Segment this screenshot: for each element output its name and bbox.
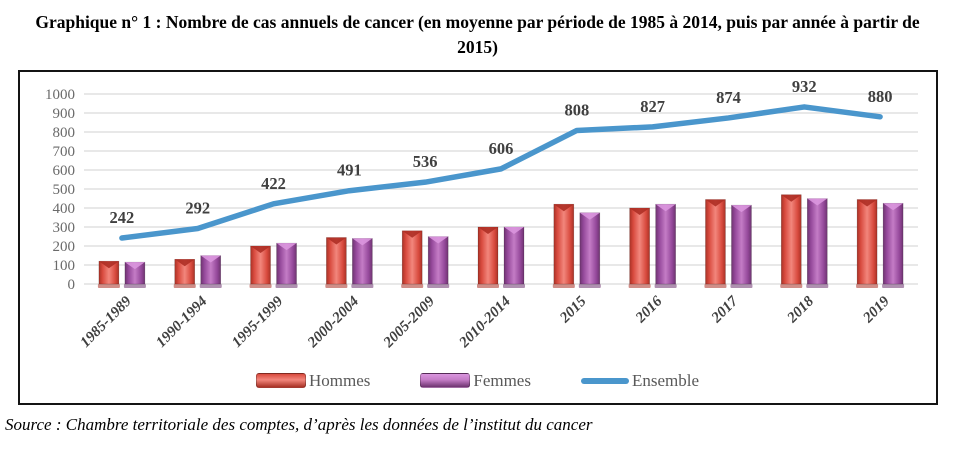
svg-text:2019: 2019 [859, 293, 893, 327]
svg-text:700: 700 [52, 144, 75, 160]
legend-item-ensemble: Ensemble [580, 370, 700, 391]
svg-text:100: 100 [52, 258, 75, 274]
svg-text:1985-1989: 1985-1989 [77, 293, 135, 351]
ensemble-line-swatch-icon [580, 377, 629, 384]
svg-text:2000-2004: 2000-2004 [304, 293, 362, 351]
svg-text:808: 808 [564, 100, 589, 119]
svg-text:874: 874 [716, 88, 741, 107]
legend-item-hommes: Hommes [255, 370, 371, 391]
svg-text:292: 292 [185, 198, 210, 217]
chart-svg: 0 100 200 300 400 500 600 700 800 900 1000 242 292 42… [45, 77, 918, 351]
svg-text:900: 900 [52, 106, 75, 122]
svg-text:1995-1999: 1995-1999 [229, 293, 287, 351]
svg-text:242: 242 [109, 208, 134, 227]
femmes-bar-swatch-icon [420, 373, 471, 389]
source-note: Source : Chambre territoriale des compte… [5, 414, 593, 434]
svg-text:606: 606 [488, 139, 513, 158]
chart-plot-area: 0 100 200 300 400 500 600 700 800 900 1000 242 292 42… [20, 72, 936, 369]
svg-text:0: 0 [67, 277, 75, 293]
legend-label-hommes: Hommes [308, 370, 371, 390]
svg-text:2010-2014: 2010-2014 [455, 293, 513, 351]
svg-text:1990-1994: 1990-1994 [153, 293, 211, 351]
svg-text:2005-2009: 2005-2009 [380, 293, 438, 351]
legend-label-ensemble: Ensemble [631, 370, 700, 390]
svg-text:827: 827 [640, 97, 665, 116]
chart-frame: 0 100 200 300 400 500 600 700 800 900 1000 242 292 42… [17, 69, 938, 405]
legend-item-femmes: Femmes [420, 371, 531, 391]
svg-text:300: 300 [52, 220, 75, 236]
page-title: Graphique n° 1 : Nombre de cas annuels d… [35, 12, 920, 58]
svg-text:800: 800 [52, 125, 75, 141]
svg-text:491: 491 [336, 160, 361, 179]
svg-text:880: 880 [867, 87, 892, 106]
svg-text:1000: 1000 [45, 87, 75, 103]
svg-text:422: 422 [261, 174, 286, 193]
legend-label-femmes: Femmes [473, 370, 531, 390]
chart-legend: Hommes Femmes Ensemble [20, 369, 936, 403]
svg-text:500: 500 [52, 182, 75, 198]
svg-text:200: 200 [52, 239, 75, 255]
svg-text:2015: 2015 [556, 293, 590, 327]
svg-text:400: 400 [52, 201, 75, 217]
svg-text:2018: 2018 [783, 293, 817, 327]
hommes-bar-swatch-icon [255, 373, 306, 389]
svg-text:536: 536 [412, 152, 437, 171]
svg-text:932: 932 [791, 77, 816, 96]
svg-text:600: 600 [52, 163, 75, 179]
svg-text:2016: 2016 [632, 293, 666, 327]
svg-text:2017: 2017 [708, 293, 742, 327]
